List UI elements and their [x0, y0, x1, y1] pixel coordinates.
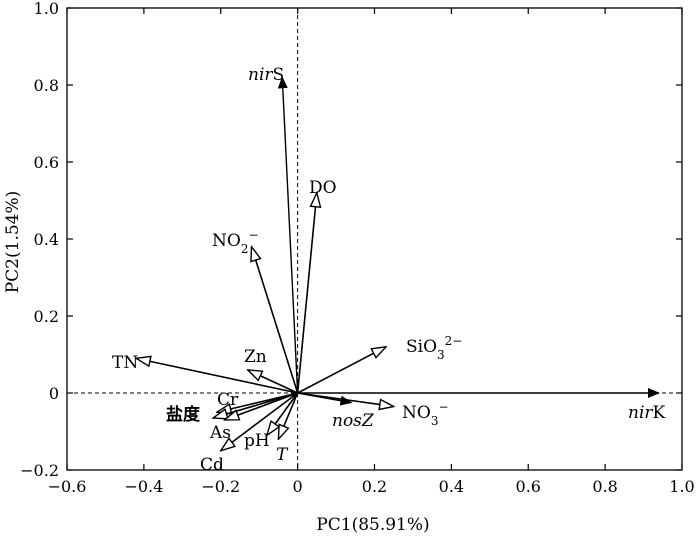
vector-label: NO3−: [402, 400, 449, 428]
response-vector-arrow: [277, 76, 299, 394]
vector-label: Cd: [200, 455, 224, 475]
environment-vector-arrow: [297, 347, 386, 394]
x-tick-label: 0.4: [439, 477, 464, 496]
vector-label: DO: [309, 178, 337, 198]
environment-vector-arrow: [252, 247, 299, 394]
vector-label: NO2−: [212, 228, 259, 256]
x-tick-label: 0: [293, 477, 303, 496]
vector-label: T: [276, 445, 289, 465]
environment-vector-arrow: [296, 193, 317, 394]
environment-vector-arrow: [248, 370, 298, 394]
plot-frame: [66, 7, 683, 471]
y-tick-label: 0.4: [34, 230, 59, 249]
environment-vector-arrow: [297, 392, 394, 406]
vector-label: SiO32−: [406, 334, 462, 362]
y-tick-label: 0.2: [34, 307, 59, 326]
environment-vector-arrow: [225, 392, 298, 421]
vector-label: TN: [112, 353, 138, 373]
vector-label: 盐度: [166, 404, 201, 425]
vector-label: pH: [244, 431, 270, 451]
y-tick-label: −0.2: [20, 461, 59, 480]
vector-label: nosZ: [332, 411, 375, 431]
environment-vector-arrow: [221, 392, 299, 451]
environment-vector-arrow: [136, 358, 298, 394]
y-tick-label: 0.6: [34, 153, 59, 172]
environment-vector-arrow: [278, 392, 299, 439]
x-tick-label: 0.6: [516, 477, 541, 496]
vector-label: As: [209, 423, 231, 443]
y-tick-label: 0: [49, 384, 59, 403]
x-tick-label: 1.0: [669, 477, 694, 496]
vector-label: Zn: [244, 347, 267, 367]
vector-label: nirK: [628, 403, 666, 423]
x-tick-label: −0.4: [124, 477, 163, 496]
x-tick-label: −0.6: [48, 477, 87, 496]
y-tick-label: 1.0: [34, 0, 59, 18]
y-tick-label: 0.8: [34, 76, 59, 95]
vector-label: nirS: [248, 65, 284, 85]
x-tick-label: 0.2: [362, 477, 387, 496]
x-axis-title: PC1(85.91%): [316, 515, 429, 535]
x-tick-label: 0.8: [592, 477, 617, 496]
vector-label: Cr: [217, 390, 239, 410]
environment-vector-arrow: [267, 392, 299, 435]
y-axis-title: PC2(1.54%): [3, 191, 23, 294]
x-tick-label: −0.2: [201, 477, 240, 496]
